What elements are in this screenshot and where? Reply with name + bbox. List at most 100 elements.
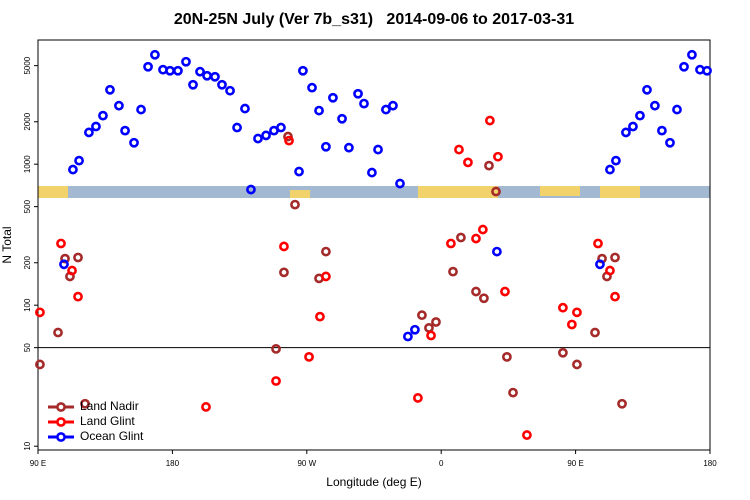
point: [315, 311, 325, 322]
x-tick-label: 180: [166, 459, 180, 468]
point: [642, 84, 652, 95]
point: [136, 104, 146, 115]
point: [165, 65, 175, 76]
point: [484, 160, 494, 171]
point: [67, 265, 77, 276]
point: [657, 125, 667, 136]
point: [500, 286, 510, 297]
point: [484, 115, 495, 126]
point: [105, 84, 115, 95]
point: [202, 70, 212, 81]
y-tick-label: 500: [23, 199, 32, 213]
point: [276, 122, 286, 133]
point: [353, 88, 363, 99]
y-tick-label: 50: [23, 343, 32, 352]
point: [446, 238, 456, 249]
point: [679, 61, 689, 72]
point: [307, 82, 317, 93]
point: [91, 121, 101, 132]
point: [321, 141, 331, 152]
point: [595, 259, 605, 270]
point: [572, 359, 582, 370]
point: [611, 155, 621, 166]
point: [388, 100, 398, 111]
point: [344, 142, 354, 153]
point: [35, 307, 45, 318]
point: [261, 130, 271, 141]
point: [605, 164, 615, 175]
point: [150, 49, 160, 60]
point: [477, 224, 488, 235]
y-tick-label: 5000: [23, 56, 32, 74]
legend-label: Land Glint: [80, 414, 135, 428]
point: [173, 65, 183, 76]
point: [56, 238, 66, 249]
point: [328, 92, 338, 103]
point: [471, 286, 481, 297]
y-tick-label: 10: [23, 441, 32, 450]
point: [271, 376, 281, 386]
point: [321, 271, 331, 282]
point: [290, 199, 300, 210]
legend-marker: [56, 402, 66, 412]
chart-title: 20N-25N July (Ver 7b_s31) 2014-09-06 to …: [174, 11, 574, 28]
point: [424, 323, 434, 333]
point: [294, 166, 304, 177]
point: [84, 127, 94, 138]
x-tick-label: 180: [703, 459, 717, 468]
point: [60, 253, 70, 264]
point: [279, 241, 289, 252]
point: [702, 65, 712, 76]
point: [479, 293, 489, 304]
point: [410, 324, 420, 335]
point: [402, 331, 413, 342]
point: [59, 259, 69, 270]
point: [687, 49, 697, 60]
point: [417, 310, 427, 321]
x-tick-label: 90 W: [297, 459, 316, 468]
x-axis-title: Longitude (deg E): [326, 475, 421, 489]
point: [304, 351, 314, 362]
point: [454, 144, 464, 155]
point: [508, 387, 518, 398]
point: [665, 137, 675, 148]
point: [114, 100, 124, 111]
point: [359, 98, 369, 109]
point: [188, 79, 198, 90]
point: [321, 246, 331, 257]
point: [367, 167, 377, 178]
point: [413, 393, 423, 403]
point: [217, 79, 227, 90]
point: [590, 327, 600, 338]
y-tick-label: 2000: [23, 112, 32, 130]
point: [649, 100, 660, 111]
point: [298, 65, 308, 76]
point: [448, 266, 458, 277]
x-tick-label: 90 E: [567, 459, 583, 468]
point: [381, 104, 391, 115]
point: [610, 291, 620, 302]
y-axis-title: N Total: [0, 226, 14, 263]
point: [74, 155, 84, 166]
x-tick-label: 90 E: [30, 459, 46, 468]
point: [605, 265, 615, 276]
point: [628, 121, 638, 132]
point: [225, 85, 235, 96]
point: [502, 351, 512, 362]
point: [73, 252, 83, 263]
point: [593, 238, 603, 249]
point: [617, 398, 627, 409]
point: [456, 232, 466, 243]
point: [181, 56, 191, 67]
point: [80, 398, 90, 409]
point: [120, 125, 130, 136]
x-tick-label: 0: [439, 459, 444, 468]
point: [610, 252, 620, 263]
point: [522, 430, 532, 440]
point: [129, 137, 139, 148]
point: [68, 164, 78, 175]
point: [566, 319, 577, 330]
point: [210, 71, 220, 82]
y-tick-label: 1000: [23, 155, 32, 173]
point: [572, 307, 582, 318]
